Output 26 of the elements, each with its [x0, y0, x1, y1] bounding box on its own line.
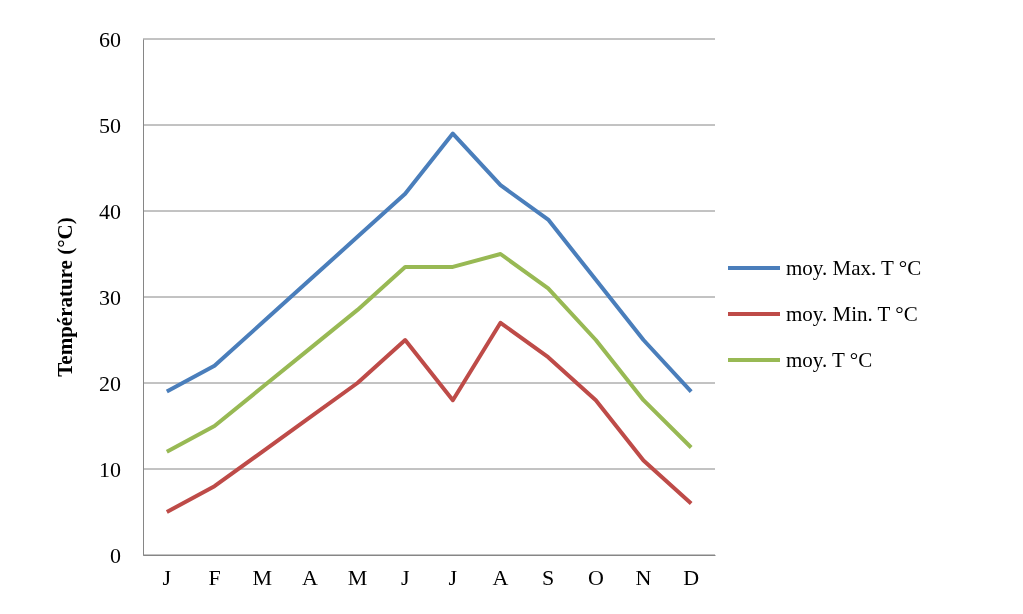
y-tick-label: 10	[99, 456, 121, 482]
y-tick-label: 30	[99, 284, 121, 310]
x-tick-label: F	[208, 564, 221, 590]
x-tick-label: J	[400, 564, 410, 590]
x-tick-label: M	[347, 564, 368, 590]
line-series	[164, 252, 694, 454]
x-tick-label: D	[683, 564, 700, 590]
y-tick-label: 40	[99, 198, 121, 224]
x-tick-label: S	[542, 564, 555, 590]
line-series	[164, 131, 694, 394]
x-tick-label: J	[162, 564, 172, 590]
x-tick-label: M	[252, 564, 272, 590]
x-tick-label: A	[492, 564, 509, 590]
line-series	[164, 320, 694, 514]
y-tick-label: 50	[99, 112, 121, 138]
y-tick-label: 0	[110, 542, 121, 568]
legend-label: moy. T °C	[786, 348, 873, 373]
x-tick-label: O	[587, 564, 604, 590]
y-tick-label: 20	[99, 370, 121, 396]
x-tick-label: J	[448, 564, 458, 590]
y-axis-title: Température (°C)	[53, 217, 77, 377]
legend-label: moy. Max. T °C	[786, 256, 922, 281]
x-tick-label: N	[635, 564, 652, 590]
legend-label: moy. Min. T °C	[786, 302, 918, 327]
x-tick-label: A	[301, 564, 318, 590]
y-tick-label: 60	[99, 26, 121, 52]
